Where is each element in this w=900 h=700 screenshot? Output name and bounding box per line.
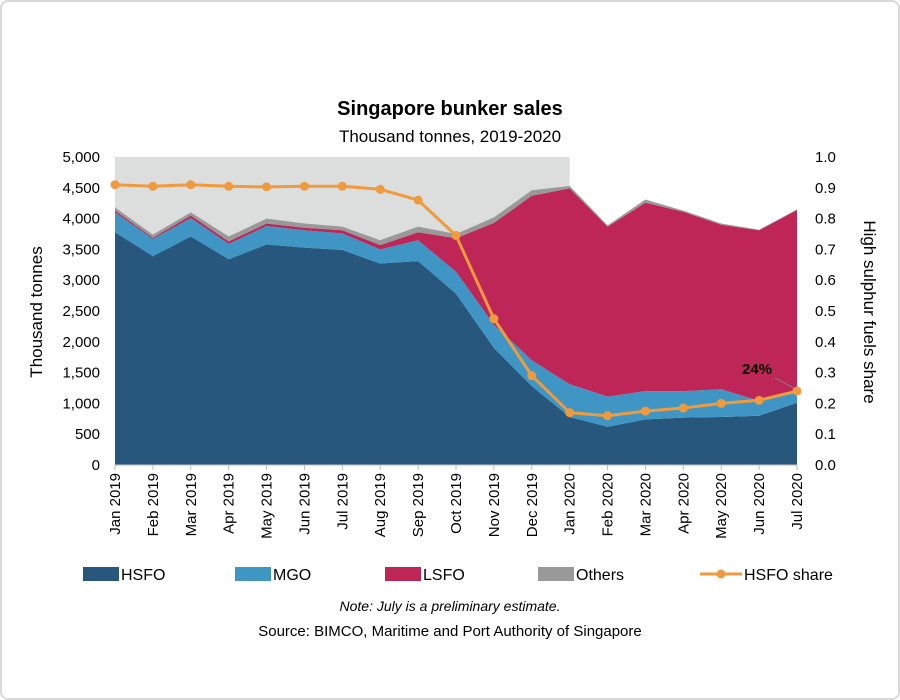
chart-title: Singapore bunker sales xyxy=(337,98,563,120)
y-tick-label: 2,500 xyxy=(62,303,100,320)
y-tick-label: 2,000 xyxy=(62,334,100,351)
hsfo-share-point xyxy=(716,398,726,408)
x-tick-label: Mar 2020 xyxy=(637,473,654,536)
hsfo-share-point xyxy=(299,181,309,191)
y2-tick-label: 0.6 xyxy=(815,272,836,289)
hsfo-share-point xyxy=(262,182,272,192)
y-tick-label: 4,500 xyxy=(62,180,100,197)
y2-tick-label: 0.9 xyxy=(815,180,836,197)
x-tick-label: Jul 2019 xyxy=(334,473,351,530)
y2-tick-label: 0.8 xyxy=(815,211,836,228)
chart-note: Note: July is a preliminary estimate. xyxy=(340,598,561,614)
y2-tick-label: 0.2 xyxy=(815,395,836,412)
y-tick-label: 4,000 xyxy=(62,211,100,228)
x-tick-label: Apr 2019 xyxy=(221,473,238,534)
x-tick-label: Jun 2020 xyxy=(751,473,768,535)
hsfo-share-point xyxy=(640,406,650,416)
legend-swatch-others xyxy=(538,567,574,581)
area-lsfo xyxy=(115,188,797,401)
y2-tick-label: 0.1 xyxy=(815,426,836,443)
x-tick-label: Oct 2019 xyxy=(448,473,465,534)
y2-tick-label: 0.5 xyxy=(815,303,836,320)
hsfo-share-point xyxy=(603,411,613,421)
x-tick-label: Jan 2019 xyxy=(107,473,124,535)
area-mgo xyxy=(115,212,797,427)
y-tick-label: 0 xyxy=(92,457,100,474)
legend-label: HSFO xyxy=(121,567,165,584)
hsfo-share-point xyxy=(375,184,385,194)
y2-tick-label: 0.4 xyxy=(815,334,836,351)
y-tick-label: 5,000 xyxy=(62,149,100,166)
x-tick-label: Feb 2019 xyxy=(145,473,162,536)
x-tick-label: Jan 2020 xyxy=(562,473,579,535)
x-tick-label: Mar 2019 xyxy=(183,473,200,536)
y2-tick-label: 0.7 xyxy=(815,241,836,258)
x-tick-label: Dec 2019 xyxy=(524,473,541,537)
y2-tick-label: 0.3 xyxy=(815,365,836,382)
hsfo-share-point xyxy=(565,408,575,418)
y-tick-label: 3,500 xyxy=(62,241,100,258)
legend-swatch-mgo xyxy=(235,567,271,581)
hsfo-share-point xyxy=(451,231,461,241)
y-tick-label: 3,000 xyxy=(62,272,100,289)
hsfo-share-point xyxy=(337,181,347,191)
area-hsfo xyxy=(115,232,797,465)
hsfo-share-point xyxy=(186,180,196,190)
chart-source: Source: BIMCO, Maritime and Port Authori… xyxy=(258,623,642,640)
x-tick-label: Jun 2019 xyxy=(296,473,313,535)
x-tick-label: May 2019 xyxy=(259,473,276,539)
legend-label: Others xyxy=(576,567,624,584)
hsfo-share-point xyxy=(527,371,537,381)
legend-swatch-hsfo xyxy=(83,567,119,581)
x-tick-label: Apr 2020 xyxy=(675,473,692,534)
y2-axis-title: High sulphur fuels share xyxy=(860,220,879,403)
y-tick-label: 500 xyxy=(75,426,100,443)
y-axis-title: Thousand tonnes xyxy=(27,246,46,377)
legend-marker-hsfo-share xyxy=(716,569,726,579)
legend-label: HSFO share xyxy=(744,567,833,584)
x-tick-label: May 2020 xyxy=(713,473,730,539)
hsfo-share-point xyxy=(224,181,234,191)
x-tick-label: Jul 2020 xyxy=(789,473,806,530)
annotation-label: 24% xyxy=(742,361,772,378)
y2-tick-label: 0.0 xyxy=(815,457,836,474)
x-tick-label: Sep 2019 xyxy=(410,473,427,537)
hsfo-share-point xyxy=(110,180,120,190)
legend-label: LSFO xyxy=(423,567,465,584)
x-tick-label: Feb 2020 xyxy=(600,473,617,536)
annotation-leader-line xyxy=(774,377,795,389)
x-tick-label: Nov 2019 xyxy=(486,473,503,537)
y-tick-label: 1,500 xyxy=(62,365,100,382)
hsfo-share-point xyxy=(678,403,688,413)
hsfo-share-point xyxy=(413,195,423,205)
chart-subtitle: Thousand tonnes, 2019-2020 xyxy=(339,127,561,146)
x-tick-label: Aug 2019 xyxy=(372,473,389,537)
y2-tick-label: 1.0 xyxy=(815,149,836,166)
hsfo-share-point xyxy=(754,395,764,405)
hsfo-share-point xyxy=(489,314,499,324)
y-tick-label: 1,000 xyxy=(62,395,100,412)
hsfo-share-point xyxy=(148,181,158,191)
legend-label: MGO xyxy=(273,567,311,584)
legend-swatch-lsfo xyxy=(385,567,421,581)
hsfo-share-point xyxy=(792,386,802,396)
